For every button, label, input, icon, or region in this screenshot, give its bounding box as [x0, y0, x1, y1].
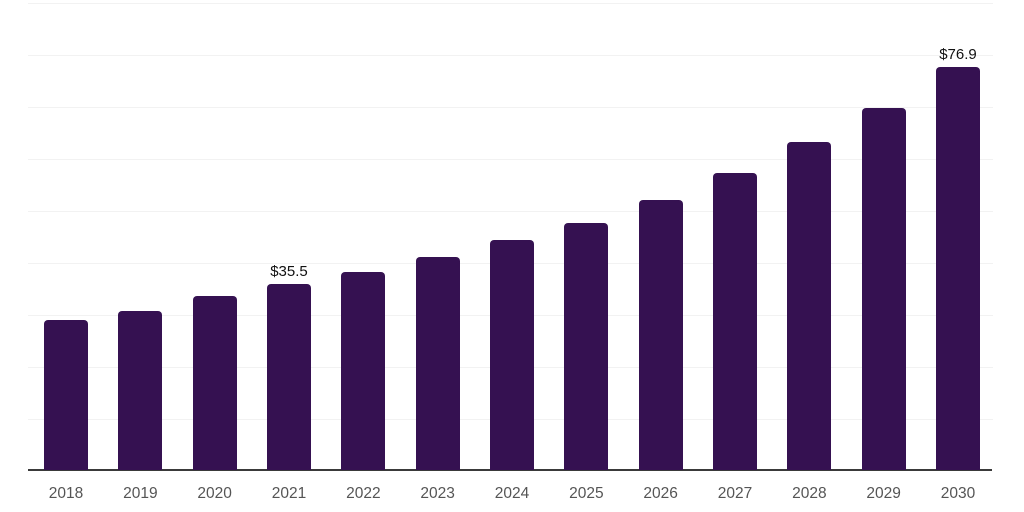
- x-axis-line: [28, 469, 992, 471]
- x-axis-label-2021: 2021: [271, 485, 307, 502]
- bar-2018: [44, 319, 88, 470]
- bar-2027: [712, 172, 757, 470]
- x-axis-label-2030: 2030: [940, 485, 976, 502]
- x-axis-label-2024: 2024: [494, 485, 530, 502]
- x-axis-label-2028: 2028: [792, 485, 827, 502]
- bar-2026: [638, 199, 683, 470]
- x-axis-label-2027: 2027: [717, 485, 753, 502]
- bar-2020: [192, 296, 237, 470]
- bar-2024: [489, 240, 534, 470]
- x-axis-label-2025: 2025: [569, 485, 604, 502]
- x-axis-label-2029: 2029: [866, 485, 901, 502]
- x-axis-label-2018: 2018: [48, 485, 84, 502]
- bar-2030: [935, 67, 980, 470]
- data-label-2021: $35.5: [270, 263, 308, 281]
- bar-2021: [266, 284, 311, 470]
- bar-2022: [341, 272, 386, 470]
- bar-2025: [564, 222, 609, 470]
- x-axis-label-2019: 2019: [123, 485, 158, 502]
- bar-2023: [415, 256, 460, 470]
- data-label-2030: $76.9: [939, 46, 977, 64]
- x-axis-label-2020: 2020: [197, 485, 232, 502]
- bar-2029: [861, 107, 906, 470]
- bar-2019: [118, 310, 163, 470]
- x-axis-label-2026: 2026: [643, 485, 678, 502]
- x-axis-label-2023: 2023: [420, 485, 455, 502]
- x-axis-label-2022: 2022: [346, 485, 381, 502]
- bar-2028: [787, 142, 832, 470]
